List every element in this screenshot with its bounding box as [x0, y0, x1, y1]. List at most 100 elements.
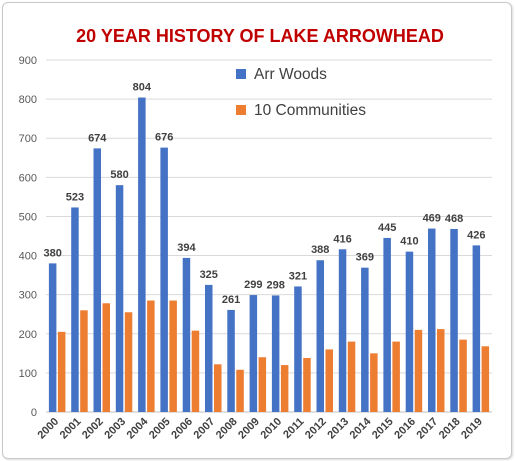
bar-arr-woods — [405, 251, 414, 412]
data-label: 261 — [222, 294, 240, 306]
data-label: 299 — [244, 279, 262, 291]
bar-arr-woods — [383, 237, 391, 412]
x-tick-label: 2018 — [437, 416, 463, 442]
x-tick-label: 2002 — [80, 416, 106, 442]
bar-arr-woods — [160, 147, 168, 412]
bar-arr-woods — [271, 295, 280, 412]
x-tick-label: 2017 — [415, 416, 441, 442]
y-tick-label: 700 — [19, 133, 37, 145]
bar-10-communities — [370, 353, 378, 412]
bar-10-communities — [80, 310, 88, 412]
bar-arr-woods — [182, 257, 191, 412]
bar-10-communities — [258, 357, 267, 412]
bar-10-communities — [57, 331, 66, 412]
y-axis: 0 100 200 300 400 500 600 700 800 900 — [19, 55, 37, 419]
y-tick-label: 300 — [19, 290, 37, 302]
y-tick-label: 100 — [19, 368, 37, 380]
data-label: 676 — [155, 132, 173, 144]
x-tick-label: 2011 — [281, 416, 306, 441]
bar-10-communities — [481, 346, 490, 412]
y-tick-label: 900 — [19, 55, 37, 67]
bar-arr-woods — [227, 309, 235, 412]
bar-arr-woods — [316, 260, 324, 412]
bar-10-communities — [169, 300, 177, 412]
x-tick-label: 2005 — [147, 416, 173, 442]
bar-arr-woods — [115, 185, 124, 412]
data-label: 804 — [133, 82, 152, 94]
bar-10-communities — [347, 341, 356, 412]
legend-label: Arr Woods — [254, 66, 327, 83]
data-label: 580 — [110, 169, 128, 181]
legend-label: 10 Communities — [254, 102, 366, 119]
y-tick-label: 400 — [19, 251, 37, 263]
x-axis: 2000200120022003200420052006200720082009… — [35, 415, 484, 441]
x-tick-label: 2001 — [58, 416, 84, 442]
bar-10-communities — [102, 303, 110, 412]
data-label: 394 — [177, 242, 196, 254]
x-tick-label: 2013 — [325, 416, 351, 442]
data-label: 321 — [289, 270, 307, 282]
bar-arr-woods — [249, 295, 258, 412]
bar-arr-woods — [428, 228, 436, 412]
bar-arr-woods — [138, 97, 146, 413]
bar-10-communities — [124, 312, 133, 412]
y-tick-label: 800 — [19, 94, 37, 106]
x-tick-label: 2010 — [258, 416, 284, 442]
bar-arr-woods — [338, 249, 347, 412]
bar-10-communities — [280, 365, 289, 412]
data-label: 674 — [88, 132, 107, 144]
x-tick-label: 2019 — [459, 416, 485, 442]
x-tick-label: 2003 — [102, 416, 128, 442]
data-labels: 380 523 674 580 804 676 394 325 261 299 298 321 388 4… — [43, 82, 485, 306]
x-tick-label: 2004 — [125, 415, 151, 441]
data-label: 369 — [356, 252, 374, 264]
y-tick-label: 0 — [31, 407, 37, 419]
x-tick-label: 2009 — [236, 416, 262, 442]
data-label: 380 — [43, 247, 61, 259]
bar-10-communities — [392, 341, 400, 412]
bars — [48, 97, 490, 413]
bar-10-communities — [325, 349, 333, 412]
x-tick-label: 2016 — [392, 416, 418, 442]
bar-10-communities — [414, 329, 423, 412]
bar-10-communities — [191, 330, 200, 412]
data-label: 416 — [333, 233, 351, 245]
x-tick-label: 2007 — [192, 416, 218, 442]
bar-10-communities — [303, 358, 311, 412]
bar-arr-woods — [93, 148, 101, 412]
bar-arr-woods — [71, 207, 79, 412]
y-tick-label: 500 — [19, 211, 37, 223]
bar-10-communities — [214, 364, 222, 412]
data-label: 388 — [311, 244, 329, 256]
data-label: 469 — [423, 213, 441, 225]
y-tick-label: 200 — [19, 329, 37, 341]
x-tick-label: 2008 — [214, 416, 240, 442]
x-tick-label: 2014 — [348, 415, 374, 441]
legend-swatch — [236, 69, 246, 79]
bar-arr-woods — [472, 245, 481, 412]
bar-arr-woods — [294, 286, 302, 412]
x-tick-label: 2012 — [303, 416, 329, 442]
data-label: 325 — [200, 269, 218, 281]
bar-arr-woods — [450, 228, 458, 412]
bar-10-communities — [236, 369, 244, 412]
bar-10-communities — [459, 339, 467, 412]
data-label: 445 — [378, 222, 396, 234]
data-label: 426 — [467, 229, 485, 241]
data-label: 298 — [266, 279, 284, 291]
chart-title: 20 YEAR HISTORY OF LAKE ARROWHEAD — [76, 26, 444, 46]
y-tick-label: 600 — [19, 172, 37, 184]
data-label: 523 — [66, 191, 84, 203]
x-tick-label: 2015 — [370, 416, 396, 442]
data-label: 468 — [445, 213, 463, 225]
legend: Arr Woods 10 Communities — [236, 66, 366, 119]
data-label: 410 — [400, 236, 418, 248]
bar-10-communities — [437, 329, 445, 412]
x-tick-label: 2006 — [169, 416, 195, 442]
legend-swatch — [236, 105, 246, 115]
bar-arr-woods — [205, 284, 213, 412]
bar-10-communities — [147, 300, 155, 412]
x-tick-label: 2000 — [35, 416, 61, 442]
bar-arr-woods — [48, 263, 57, 412]
